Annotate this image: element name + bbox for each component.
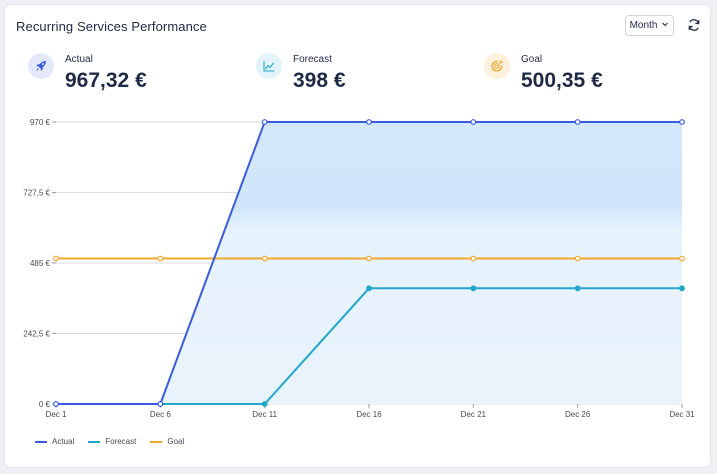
data-point-goal [53, 255, 59, 262]
data-point-goal [261, 255, 268, 262]
data-point-goal [574, 255, 581, 262]
performance-card: Recurring Services Performance Month [4, 4, 711, 468]
data-point-forecast [366, 285, 372, 292]
data-point-goal [157, 255, 164, 262]
data-point-forecast [470, 285, 477, 292]
period-select[interactable]: Month [625, 15, 674, 36]
data-point-actual [53, 401, 59, 407]
legend-label-actual: Actual [52, 437, 75, 446]
kpi-goal-label: Goal [521, 54, 543, 65]
kpi-actual-label: Actual [65, 54, 93, 65]
kpi-goal-value: 500,35 € [521, 69, 603, 92]
x-tick-label: Dec 26 [565, 410, 591, 419]
trend-line-icon [256, 53, 282, 79]
legend-item-goal[interactable]: Goal [150, 437, 184, 446]
legend-item-actual[interactable]: Actual [35, 437, 74, 446]
data-point-actual [679, 119, 685, 125]
kpi-forecast-label: Forecast [293, 54, 332, 65]
series-area-actual [56, 122, 682, 404]
x-tick-label: Dec 6 [150, 410, 171, 419]
legend-item-forecast[interactable]: Forecast [88, 437, 136, 446]
card-title: Recurring Services Performance [16, 19, 207, 34]
y-tick-label: 727,5 € [23, 189, 50, 198]
legend-label-goal: Goal [167, 437, 185, 446]
data-point-actual [366, 119, 372, 125]
y-tick-label: 970 € [30, 118, 51, 127]
x-tick-label: Dec 31 [669, 410, 695, 419]
kpi-actual-value: 967,32 € [65, 69, 147, 92]
performance-line-chart: 0 € 242,5 € 485 € 727,5 € 970 € Dec 1 Dec 6 Dec… [23, 118, 695, 419]
refresh-icon [687, 18, 701, 35]
data-point-actual [261, 119, 268, 125]
x-tick-label: Dec 11 [252, 410, 277, 419]
legend-label-forecast: Forecast [105, 437, 137, 446]
legend-swatch-actual [35, 440, 47, 443]
chevron-down-icon [661, 20, 669, 31]
data-point-forecast [261, 401, 268, 407]
rocket-icon [28, 53, 54, 79]
legend-swatch-goal [150, 440, 163, 443]
data-point-forecast [574, 285, 581, 292]
x-tick-label: Dec 21 [461, 410, 487, 419]
kpi-forecast-value: 398 € [293, 69, 346, 92]
refresh-button[interactable] [685, 17, 703, 35]
data-point-actual [470, 119, 477, 125]
legend-swatch-forecast [88, 440, 101, 443]
target-icon [484, 53, 510, 79]
data-point-forecast [679, 285, 685, 292]
x-tick-label: Dec 1 [46, 410, 67, 419]
y-tick-label: 242,5 € [23, 330, 50, 339]
y-tick-label: 0 € [39, 400, 51, 409]
data-point-actual [574, 119, 581, 125]
data-point-actual [157, 401, 164, 407]
period-select-label: Month [629, 20, 658, 31]
chart-legend: Actual Forecast Goal [35, 437, 184, 446]
y-tick-label: 485 € [30, 259, 51, 268]
data-point-goal [470, 255, 477, 262]
x-tick-label: Dec 16 [356, 410, 382, 419]
data-point-goal [679, 255, 685, 262]
data-point-goal [366, 255, 372, 262]
